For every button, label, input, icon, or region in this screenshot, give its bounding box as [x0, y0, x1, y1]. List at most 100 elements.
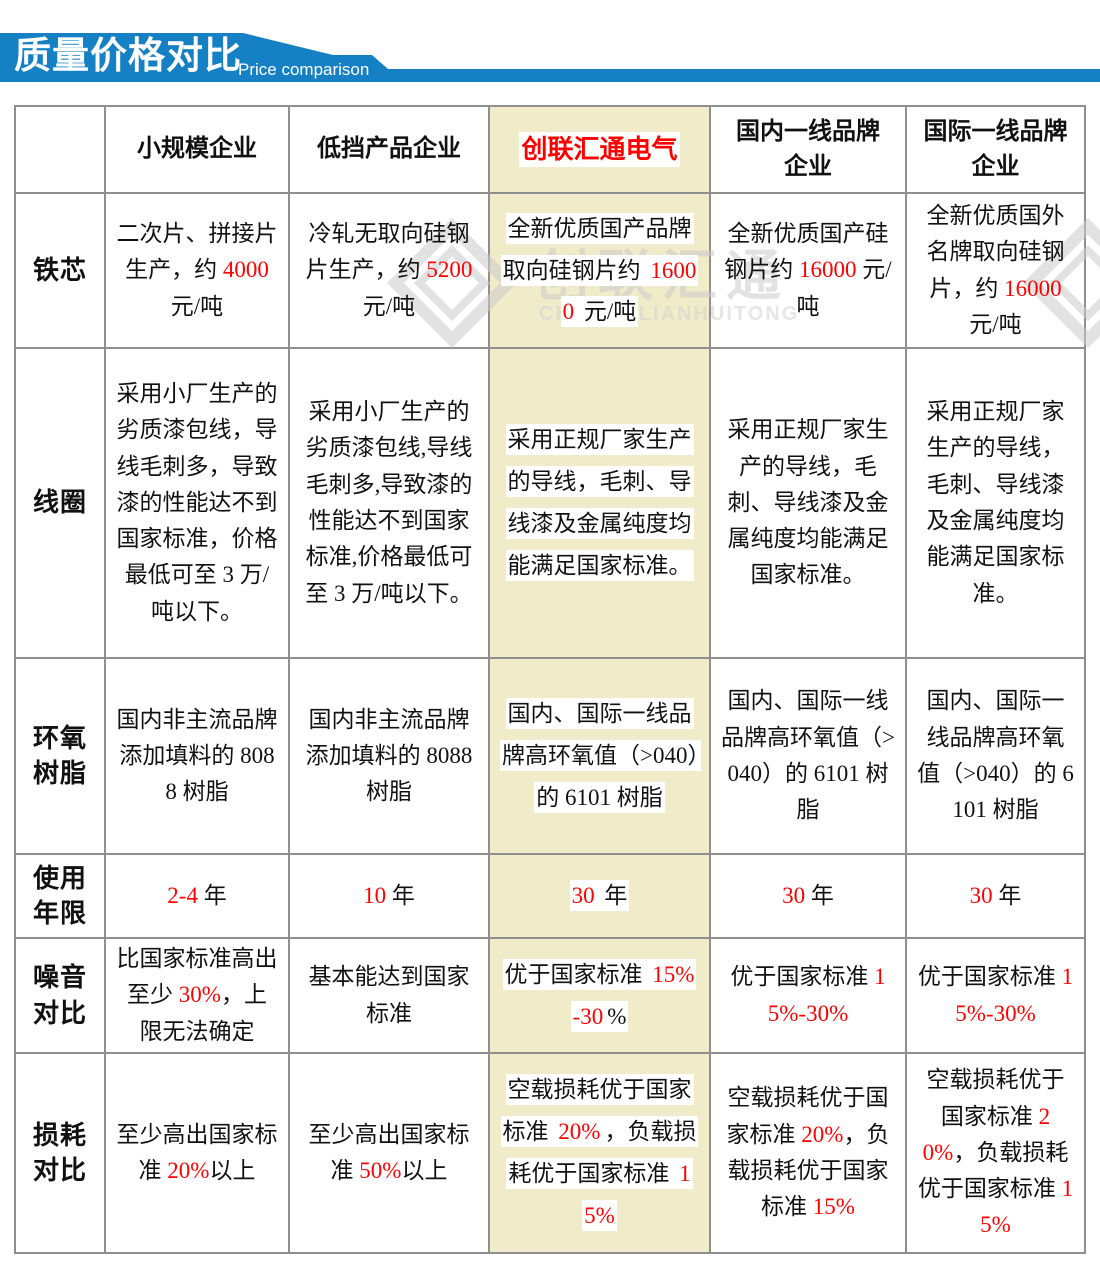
cell: 至少高出国家标准 50%以上 — [288, 1052, 490, 1254]
highlighted-value: 30 — [569, 880, 597, 912]
cell: 至少高出国家标准 20%以上 — [104, 1052, 290, 1254]
highlighted-value: 15%-30% — [767, 964, 886, 1026]
cell: 全新优质国产硅钢片约 16000 元/吨 — [709, 192, 907, 349]
cell-text: 优于国家标准 — [730, 964, 875, 990]
cell-text: 元/吨 — [362, 293, 416, 319]
column-header: 创联汇通电气 — [488, 105, 711, 194]
cell-text: 国内非主流品牌添加填料的 8088 树脂 — [116, 706, 278, 805]
highlighted-value: 5200 — [426, 257, 473, 283]
cell: 空载损耗优于国家标准 20%，负载损耗优于国家标准 15% — [488, 1052, 711, 1254]
cell: 优于国家标准 15%-30% — [709, 937, 907, 1054]
highlighted-value: 20% — [801, 1121, 844, 1147]
highlighted-value: 15%-30% — [955, 964, 1074, 1026]
cell-text: 线圈 — [32, 488, 87, 518]
cell-text: 年 — [386, 882, 415, 908]
cell: 30 年 — [905, 853, 1086, 939]
cell-text: 以上 — [401, 1158, 448, 1183]
cell-text: 空载损耗优于国家标准 — [726, 1085, 889, 1147]
cell: 采用正规厂家生产的导线，毛刺、导线漆及金属纯度均能满足国家标准。 — [488, 347, 711, 659]
title-banner: 质量价格对比 Price comparison — [0, 0, 1100, 92]
cell: 基本能达到国家标准 — [288, 937, 490, 1054]
table-row: 线圈 采用小厂生产的劣质漆包线，导线毛刺多，导致漆的性能达不到国家标准，价格最低可… — [14, 347, 1086, 659]
cell-text: 以上 — [209, 1158, 256, 1183]
cell-text: % — [605, 1000, 629, 1032]
row-label: 线圈 — [14, 347, 106, 659]
banner-ribbon — [243, 33, 1100, 82]
cell: 国内、国际一线品牌高环氧值（>040）的 6101 树脂 — [709, 657, 907, 855]
cell-text: 国内、国际一线品牌高环氧值（>040）的 6101 树脂 — [500, 698, 701, 813]
cell-text: 年 — [992, 882, 1022, 908]
table-body: 铁芯 二次片、拼接片生产，约 4000 元/吨 冷轧无取向硅钢片生产，约 5200 … — [14, 192, 1086, 1254]
highlighted-value: 10 — [363, 882, 387, 908]
cell: 国内、国际一线品牌高环氧值（>040）的 6101 树脂 — [488, 657, 711, 855]
cell-text: 铁芯 — [32, 255, 87, 285]
cell: 国内非主流品牌添加填料的 8088 树脂 — [104, 657, 290, 855]
column-header: 小规模企业 — [104, 105, 290, 194]
cell-text: ，负载损耗优于国家标准 — [727, 1121, 890, 1220]
highlighted-value: 15% — [812, 1194, 855, 1220]
cell: 全新优质国产品牌取向硅钢片约 16000 元/吨 — [488, 192, 711, 349]
cell: 空载损耗优于国家标准 20%，负载损耗优于国家标准 15% — [709, 1052, 907, 1254]
corner-cell — [14, 105, 106, 194]
column-header: 国内一线品牌企业 — [709, 105, 907, 194]
cell-text: 年 — [197, 882, 227, 908]
cell: 空载损耗优于国家标准 20%，负载损耗优于国家标准 15% — [905, 1052, 1086, 1254]
cell-text: 至少高出国家标准 — [116, 1121, 278, 1183]
cell-text: ，负载损耗优于国家标准 — [917, 1139, 1069, 1202]
highlighted-value: 20% — [922, 1103, 1051, 1165]
cell-text: 元/吨 — [170, 293, 224, 319]
cell: 采用正规厂家生产的导线，毛刺、导线漆及金属纯度均能满足国家标准。 — [709, 347, 907, 659]
cell-text: 采用正规厂家生产的导线，毛刺、导线漆及金属纯度均能满足国家标准。 — [727, 417, 889, 588]
table-row: 噪音对比 比国家标准高出至少 30%，上限无法确定 基本能达到国家标准 优于国家标准 … — [14, 937, 1086, 1054]
comparison-table-wrap: 小规模企业 低挡产品企业 创联汇通电气 国内一线品牌企业 国际一线品牌企业 铁芯 二次片、… — [0, 92, 1100, 1254]
cell: 采用小厂生产的劣质漆包线，导线毛刺多，导致漆的性能达不到国家标准，价格最低可至 … — [104, 347, 290, 659]
row-label: 铁芯 — [14, 192, 106, 349]
cell: 2-4 年 — [104, 853, 290, 939]
cell: 30 年 — [709, 853, 907, 939]
table-row: 使用年限 2-4 年 10 年 30 年 30 年 30 年 — [14, 853, 1086, 939]
cell-text: 采用正规厂家生产的导线，毛刺、导线漆及金属纯度均能满足国家标准。 — [926, 399, 1065, 606]
row-label: 噪音对比 — [14, 937, 106, 1054]
cell-text: 二次片、拼接片生产，约 — [116, 221, 278, 283]
row-label: 使用年限 — [14, 853, 106, 939]
cell-text: 采用小厂生产的劣质漆包线，导线毛刺多，导致漆的性能达不到国家标准，价格最低可至 … — [116, 380, 278, 624]
cell-text: 国际一线品牌企业 — [923, 118, 1068, 180]
cell-text: 采用小厂生产的劣质漆包线,导线毛刺多,导致漆的性能达不到国家标准,价格最低可至 … — [305, 399, 473, 606]
row-label: 环氧树脂 — [14, 657, 106, 855]
column-header: 低挡产品企业 — [288, 105, 490, 194]
column-header: 国际一线品牌企业 — [905, 105, 1086, 194]
cell-text: 全新优质国外名牌取向硅钢片，约 — [926, 202, 1065, 301]
cell-text: 低挡产品企业 — [317, 136, 461, 163]
cell-text: 至少高出国家标准 — [308, 1121, 470, 1183]
banner-block — [0, 33, 243, 82]
cell: 国内非主流品牌添加填料的 8088 树脂 — [288, 657, 490, 855]
cell-text: 优于国家标准 — [917, 964, 1062, 990]
cell-text: 年 — [596, 880, 630, 912]
table-row: 环氧树脂 国内非主流品牌添加填料的 8088 树脂 国内非主流品牌添加填料的 808… — [14, 657, 1086, 855]
table-header: 小规模企业 低挡产品企业 创联汇通电气 国内一线品牌企业 国际一线品牌企业 — [14, 105, 1086, 194]
highlighted-value: 4000 — [222, 257, 269, 283]
cell-text: 采用正规厂家生产的导线，毛刺、导线漆及金属纯度均能满足国家标准。 — [505, 424, 694, 581]
highlighted-value: 15% — [980, 1176, 1074, 1238]
cell: 二次片、拼接片生产，约 4000 元/吨 — [104, 192, 290, 349]
highlighted-value: 16000 — [1004, 275, 1062, 301]
cell-text: 使用年限 — [32, 863, 87, 928]
highlighted-value: 30 — [782, 882, 806, 908]
cell-text: 损耗对比 — [32, 1120, 87, 1185]
cell: 全新优质国外名牌取向硅钢片，约 16000 元/吨 — [905, 192, 1086, 349]
highlighted-value: 30% — [178, 982, 221, 1008]
header-row: 小规模企业 低挡产品企业 创联汇通电气 国内一线品牌企业 国际一线品牌企业 — [14, 105, 1086, 194]
cell-text: 基本能达到国家标准 — [308, 964, 470, 1026]
page-title: 质量价格对比 — [14, 35, 242, 76]
table-row: 损耗对比 至少高出国家标准 20%以上 至少高出国家标准 50%以上 空载损耗优于国家… — [14, 1052, 1086, 1254]
cell-text: 国内、国际一线品牌高环氧值（>040）的 6101 树脂 — [721, 688, 895, 823]
highlighted-value: 30 — [969, 882, 993, 908]
cell-text: 国内、国际一线品牌高环氧值（>040）的 6101 树脂 — [917, 688, 1074, 823]
cell: 比国家标准高出至少 30%，上限无法确定 — [104, 937, 290, 1054]
cell-text: 冷轧无取向硅钢片生产，约 — [305, 221, 470, 283]
cell: 冷轧无取向硅钢片生产，约 5200 元/吨 — [288, 192, 490, 349]
cell-text: 国内一线品牌企业 — [736, 118, 880, 180]
comparison-table: 小规模企业 低挡产品企业 创联汇通电气 国内一线品牌企业 国际一线品牌企业 铁芯 二次片、… — [14, 105, 1086, 1254]
cell-text: 比国家标准高出至少 — [116, 946, 278, 1008]
cell-text: 元/吨 — [969, 311, 1022, 337]
